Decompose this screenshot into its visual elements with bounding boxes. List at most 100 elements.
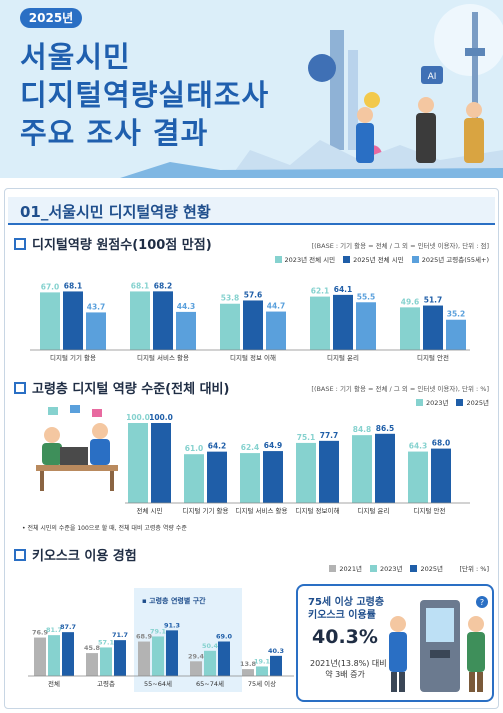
data-label: 71.7 xyxy=(112,631,128,639)
tower-building xyxy=(330,30,344,150)
kiosk-callout-box: 75세 이상 고령층 키오스크 이용률 40.3% 2021년(13.8%) 대비… xyxy=(296,584,494,702)
bar xyxy=(356,302,376,350)
bar xyxy=(375,433,395,503)
callout-title-line-1: 75세 이상 고령층 xyxy=(308,597,385,608)
legend-item: 2023년 xyxy=(415,397,448,407)
ai-icon xyxy=(421,66,443,84)
bar xyxy=(431,448,451,503)
legend-swatch xyxy=(410,564,418,572)
bar xyxy=(153,291,173,350)
data-label: 35.2 xyxy=(447,310,466,319)
bar xyxy=(270,655,282,676)
legend-label: 2025년 전체 시민 xyxy=(353,256,404,264)
title-line-2: 디지털역량실태조사 xyxy=(20,78,270,112)
data-label: 64.2 xyxy=(208,442,227,451)
person-woman xyxy=(357,107,373,123)
city-illustration: AI xyxy=(120,4,503,178)
legend-label: 2025년 xyxy=(420,565,443,573)
bar xyxy=(176,311,196,350)
legend-label: 2021년 xyxy=(339,565,362,573)
category-tick-label: 디지털 서비스 활용 xyxy=(236,506,288,515)
category-tick-label: 전체 시민 xyxy=(137,506,163,515)
category-tick-label: 65~74세 xyxy=(196,679,224,688)
bar xyxy=(423,305,443,350)
bar xyxy=(207,451,227,503)
bar xyxy=(446,319,466,350)
data-label: 13.8 xyxy=(240,660,257,668)
data-label: 87.7 xyxy=(60,623,76,631)
data-label: 91.3 xyxy=(164,621,180,629)
chart2-legend: 2023년 2025년 xyxy=(415,397,489,407)
data-label: 61.0 xyxy=(185,444,204,453)
bar xyxy=(114,640,126,676)
bar xyxy=(62,632,74,676)
chart1-base-note: [(BASE : 기기 활용 = 전체 / 그 외 = 인터넷 이용자), 단위… xyxy=(311,242,489,250)
legend-swatch xyxy=(411,255,419,263)
category-tick-label: 디지털 안전 xyxy=(417,353,449,362)
legend-item: 2023년 전체 시민 xyxy=(274,254,335,264)
bar xyxy=(130,291,150,350)
bar xyxy=(204,650,216,676)
data-label: 100.0 xyxy=(126,413,150,422)
data-label: 64.9 xyxy=(264,441,283,450)
bar xyxy=(40,292,60,350)
chart1-legend: 2023년 전체 시민 2025년 전체 시민 2025년 고령층(55세+) xyxy=(274,254,489,264)
bar xyxy=(310,296,330,350)
legend-swatch xyxy=(415,398,423,406)
bar xyxy=(138,641,150,676)
person-elder-man xyxy=(418,97,434,113)
data-label: 55.5 xyxy=(357,292,376,301)
chart1-heading-text: 디지털역량 원점수(100점 만점) xyxy=(32,238,212,253)
ai-bubble-icon xyxy=(308,54,336,82)
data-label: 86.5 xyxy=(376,424,395,433)
legend-label: 2025년 xyxy=(466,399,489,407)
data-label: 84.8 xyxy=(353,425,372,434)
data-label: 67.0 xyxy=(41,282,60,291)
legend-swatch xyxy=(343,255,351,263)
data-label: 68.9 xyxy=(136,633,153,641)
data-label: 75.1 xyxy=(297,433,316,442)
legend-swatch xyxy=(274,255,282,263)
data-label: 68.2 xyxy=(154,281,173,290)
legend-swatch xyxy=(369,564,377,572)
bar xyxy=(166,630,178,676)
legend-label: 2025년 고령층(55세+) xyxy=(421,256,489,264)
data-label: 53.8 xyxy=(221,294,240,303)
data-label: 81.7 xyxy=(46,626,62,634)
svg-text:?: ? xyxy=(480,598,484,607)
content-frame xyxy=(4,188,499,709)
age-band-label: ▪ 고령층 연령별 구간 xyxy=(142,597,206,605)
title-line-1: 서울시민 xyxy=(20,40,131,74)
data-label: 51.7 xyxy=(424,296,443,305)
bar xyxy=(240,453,260,503)
bar xyxy=(86,312,106,350)
legend-label: 2023년 xyxy=(379,565,403,573)
data-label: 19.1 xyxy=(254,657,271,665)
chart2-footnote: • 전체 시민의 수준을 100으로 할 때, 전체 대비 고령층 역량 수준 xyxy=(22,525,187,532)
bar xyxy=(296,442,316,503)
data-label: 44.3 xyxy=(177,302,196,311)
data-label: 76.9 xyxy=(32,629,49,637)
data-label: 68.1 xyxy=(131,281,150,290)
bar xyxy=(86,653,98,676)
data-label: 64.1 xyxy=(334,285,353,294)
data-label: 77.7 xyxy=(320,431,339,440)
callout-sub-line-2: 약 3배 증가 xyxy=(325,670,365,679)
bar xyxy=(408,451,428,503)
callout-subtext: 2021년(13.8%) 대비 약 3배 증가 xyxy=(310,658,387,680)
data-label: 100.0 xyxy=(149,413,173,422)
chart3-unit: [단위 : %] xyxy=(459,565,489,573)
square-bullet-icon xyxy=(14,549,26,561)
chart3-legend: 2021년 2023년 2025년 xyxy=(329,563,443,573)
category-tick-label: 디지털 윤리 xyxy=(327,353,359,362)
chart2-bar-chart: 100.0 100.0 전체 시민 61.0 64.2 디지털 기기 활용 62.4 64.9… xyxy=(125,413,470,515)
title-line-3: 주요 조사 결과 xyxy=(20,116,209,150)
category-tick-label: 전체 xyxy=(48,679,60,688)
kiosk-illustration: ? xyxy=(389,596,488,692)
data-label: 64.3 xyxy=(409,442,428,451)
data-label: 62.4 xyxy=(241,443,260,452)
legend-item: 2025년 전체 시민 xyxy=(343,254,404,264)
data-label: 68.1 xyxy=(64,281,83,290)
chart3-heading-text: 키오스크 이용 경험 xyxy=(32,549,137,564)
